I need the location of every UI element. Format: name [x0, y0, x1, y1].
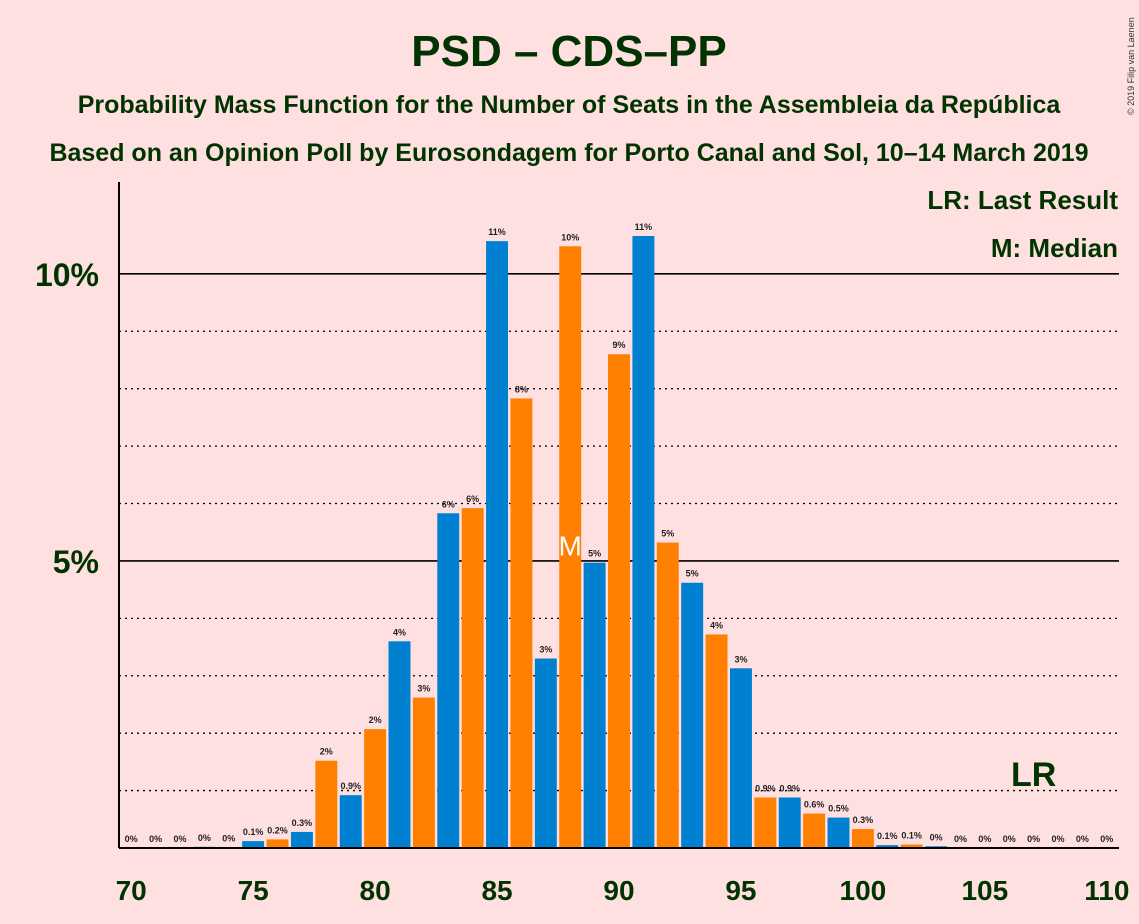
- x-tick-label: 105: [961, 875, 1008, 906]
- data-label-seat-76: 0.2%: [267, 825, 288, 835]
- x-tick-label: 70: [116, 875, 147, 906]
- data-label-seat-100: 0.3%: [853, 815, 874, 825]
- data-label-seat-94: 4%: [710, 620, 723, 630]
- chart-subtitle: Probability Mass Function for the Number…: [78, 91, 1062, 119]
- bar-seat-89: [583, 562, 606, 848]
- bar-seat-97: [778, 797, 801, 848]
- data-label-seat-101: 0.1%: [877, 831, 898, 841]
- bar-seat-99: [827, 817, 850, 848]
- chart-subtitle-source: Based on an Opinion Poll by Eurosondagem…: [49, 139, 1088, 167]
- bar-seat-96: [754, 797, 777, 848]
- bar-seat-80: [364, 729, 387, 848]
- bar-seat-83: [437, 513, 460, 848]
- bar-seat-81: [388, 641, 411, 848]
- data-label-seat-70: 0%: [125, 834, 138, 844]
- x-axis-ticks: 70 75 80 85 90 95 100 105 110: [116, 875, 1130, 906]
- data-labels: 0% 0% 0% 0% 0%0.1% 0.2%0.3%2%0.9%2%4%3%6%6%11…: [125, 222, 1114, 844]
- x-tick-label: 75: [238, 875, 269, 906]
- data-label-seat-91: 11%: [635, 222, 653, 232]
- data-label-seat-107: 0%: [1027, 834, 1040, 844]
- data-label-seat-110: 0%: [1100, 834, 1113, 844]
- bar-seat-101: [876, 845, 899, 848]
- bar-seat-102: [900, 844, 923, 848]
- bar-seat-86: [510, 398, 533, 848]
- bar-seat-84: [461, 508, 484, 848]
- legend-median: M: Median: [991, 233, 1118, 263]
- bar-seat-76: [266, 839, 289, 848]
- data-label-seat-79: 0.9%: [340, 781, 361, 791]
- data-label-seat-87: 3%: [539, 645, 552, 655]
- data-label-seat-105: 0%: [978, 834, 991, 844]
- y-tick-label: 5%: [53, 544, 99, 580]
- y-tick-label: 10%: [35, 257, 99, 293]
- data-label-seat-77: 0.3%: [292, 818, 313, 828]
- data-label-seat-96: 0.9%: [755, 783, 776, 793]
- data-label-seat-98: 0.6%: [804, 800, 825, 810]
- x-tick-label: 90: [603, 875, 634, 906]
- data-label-seat-86: 8%: [515, 384, 528, 394]
- data-label-seat-90: 9%: [612, 340, 625, 350]
- legend-last-result: LR: Last Result: [927, 185, 1118, 215]
- data-label-seat-71: 0%: [149, 834, 162, 844]
- data-label-seat-102: 0.1%: [901, 831, 922, 841]
- x-tick-label: 110: [1084, 875, 1129, 906]
- copyright-notice: © 2019 Filip van Laenen: [1126, 17, 1136, 115]
- annotations: M LR: [559, 531, 1057, 794]
- bar-seat-85: [486, 241, 509, 848]
- data-label-seat-83: 6%: [442, 499, 455, 509]
- x-tick-label: 100: [840, 875, 887, 906]
- bar-seat-95: [729, 668, 752, 848]
- data-label-seat-95: 3%: [734, 654, 747, 664]
- bar-seat-78: [315, 760, 338, 848]
- chart-title: PSD – CDS–PP: [411, 27, 726, 76]
- data-label-seat-72: 0%: [173, 834, 186, 844]
- data-label-seat-106: 0%: [1003, 834, 1016, 844]
- data-label-seat-99: 0.5%: [828, 804, 849, 814]
- bar-seat-75: [242, 841, 265, 848]
- bar-seat-82: [412, 697, 435, 848]
- data-label-seat-103: 0%: [930, 832, 943, 842]
- y-axis-ticks: 5% 10%: [35, 257, 99, 580]
- x-tick-label: 95: [725, 875, 756, 906]
- data-label-seat-97: 0.9%: [779, 783, 800, 793]
- bar-seat-77: [290, 831, 313, 848]
- data-label-seat-73: 0%: [198, 833, 211, 843]
- bar-seat-92: [656, 542, 679, 848]
- data-label-seat-82: 3%: [417, 684, 430, 694]
- data-label-seat-75: 0.1%: [243, 827, 264, 837]
- x-tick-label: 80: [360, 875, 391, 906]
- bar-seat-79: [339, 795, 362, 848]
- data-label-seat-74: 0%: [222, 833, 235, 843]
- data-label-seat-108: 0%: [1052, 834, 1065, 844]
- bar-seat-88: [559, 246, 582, 848]
- bar-seat-91: [632, 235, 655, 848]
- data-label-seat-84: 6%: [466, 494, 479, 504]
- last-result-label: LR: [1011, 756, 1056, 794]
- bar-seat-100: [851, 829, 874, 848]
- data-label-seat-89: 5%: [588, 549, 601, 559]
- x-tick-label: 85: [481, 875, 512, 906]
- data-label-seat-88: 10%: [561, 232, 579, 242]
- data-label-seat-81: 4%: [393, 627, 406, 637]
- bar-seat-90: [608, 354, 630, 848]
- bar-seat-98: [803, 813, 826, 848]
- data-label-seat-93: 5%: [686, 569, 699, 579]
- bars: [193, 235, 948, 848]
- data-label-seat-85: 11%: [488, 227, 506, 237]
- data-label-seat-104: 0%: [954, 834, 967, 844]
- data-label-seat-78: 2%: [320, 747, 333, 757]
- data-label-seat-80: 2%: [369, 715, 382, 725]
- data-label-seat-92: 5%: [661, 529, 674, 539]
- bar-seat-87: [534, 658, 557, 848]
- bar-seat-93: [681, 582, 704, 848]
- median-marker: M: [559, 531, 582, 562]
- bar-seat-94: [705, 634, 728, 848]
- data-label-seat-109: 0%: [1076, 834, 1089, 844]
